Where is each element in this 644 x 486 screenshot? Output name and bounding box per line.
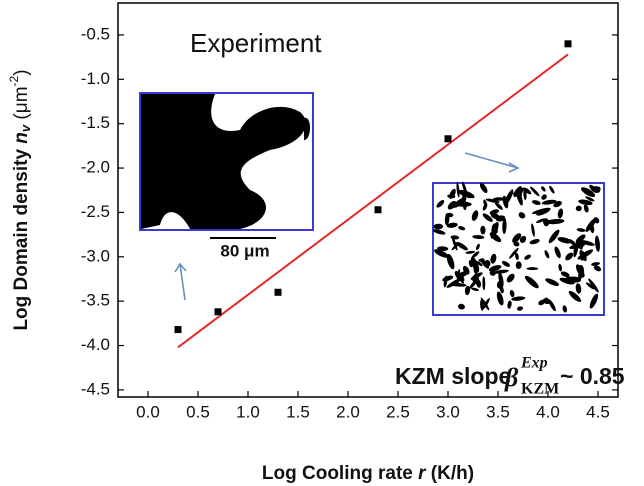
x-label-part: (K/h) <box>426 463 475 484</box>
chart-title: Experiment <box>190 28 322 58</box>
x-axis-label: Log Cooling rate r (K/h) <box>262 463 474 484</box>
x-tick-label: 2.0 <box>336 402 360 421</box>
x-tick-label: 2.5 <box>386 402 410 421</box>
y-tick-label: -2.5 <box>81 202 110 221</box>
data-point <box>565 40 572 47</box>
arrow <box>465 153 518 172</box>
slope-sub: KZM <box>521 381 559 398</box>
y-tick-label: -4.5 <box>81 379 110 398</box>
x-tick-label: 1.5 <box>286 402 310 421</box>
slope-text: KZM slope <box>395 363 511 389</box>
data-point <box>275 289 282 296</box>
x-tick-label: 0.0 <box>136 402 160 421</box>
y-label-part: n <box>11 132 32 144</box>
y-tick-label: -3.0 <box>81 246 110 265</box>
slope-sup: Exp <box>520 355 548 372</box>
y-tick-label: -2.0 <box>81 158 110 177</box>
data-point <box>445 135 452 142</box>
y-tick-label: -1.5 <box>81 113 110 132</box>
y-tick-label: -4.0 <box>81 335 110 354</box>
data-point <box>375 206 382 213</box>
y-tick-label: -3.5 <box>81 291 110 310</box>
y-label-part: -2 <box>7 75 21 86</box>
x-tick-label: 3.0 <box>436 402 460 421</box>
insets <box>140 93 604 315</box>
slope-symbol: β <box>504 363 519 392</box>
data-point <box>215 308 222 315</box>
scale-label: 80 μm <box>220 241 269 260</box>
slope-value: ~ 0.85 <box>560 363 625 389</box>
x-tick-label: 0.5 <box>186 402 210 421</box>
chart: Experiment 80 μm KZM slope β Exp KZM ~ 0… <box>0 0 644 486</box>
y-label-part: (μm <box>11 86 32 124</box>
x-tick-label: 3.5 <box>486 402 510 421</box>
y-tick-label: -0.5 <box>81 24 110 43</box>
x-tick-label: 1.0 <box>236 402 260 421</box>
arrow <box>175 264 186 300</box>
inset-domain <box>526 267 538 270</box>
y-tick-label: -1.0 <box>81 69 110 88</box>
y-label-part: Log Domain density <box>11 144 32 331</box>
inset-domain <box>456 202 472 207</box>
y-axis-label: Log Domain density nv (μm-2) <box>7 69 33 330</box>
x-tick-label: 4.5 <box>586 402 610 421</box>
y-label-part: ) <box>11 69 32 75</box>
x-label-part: Log Cooling rate <box>262 463 418 484</box>
x-tick-label: 4.0 <box>536 402 560 421</box>
data-point <box>175 326 182 333</box>
